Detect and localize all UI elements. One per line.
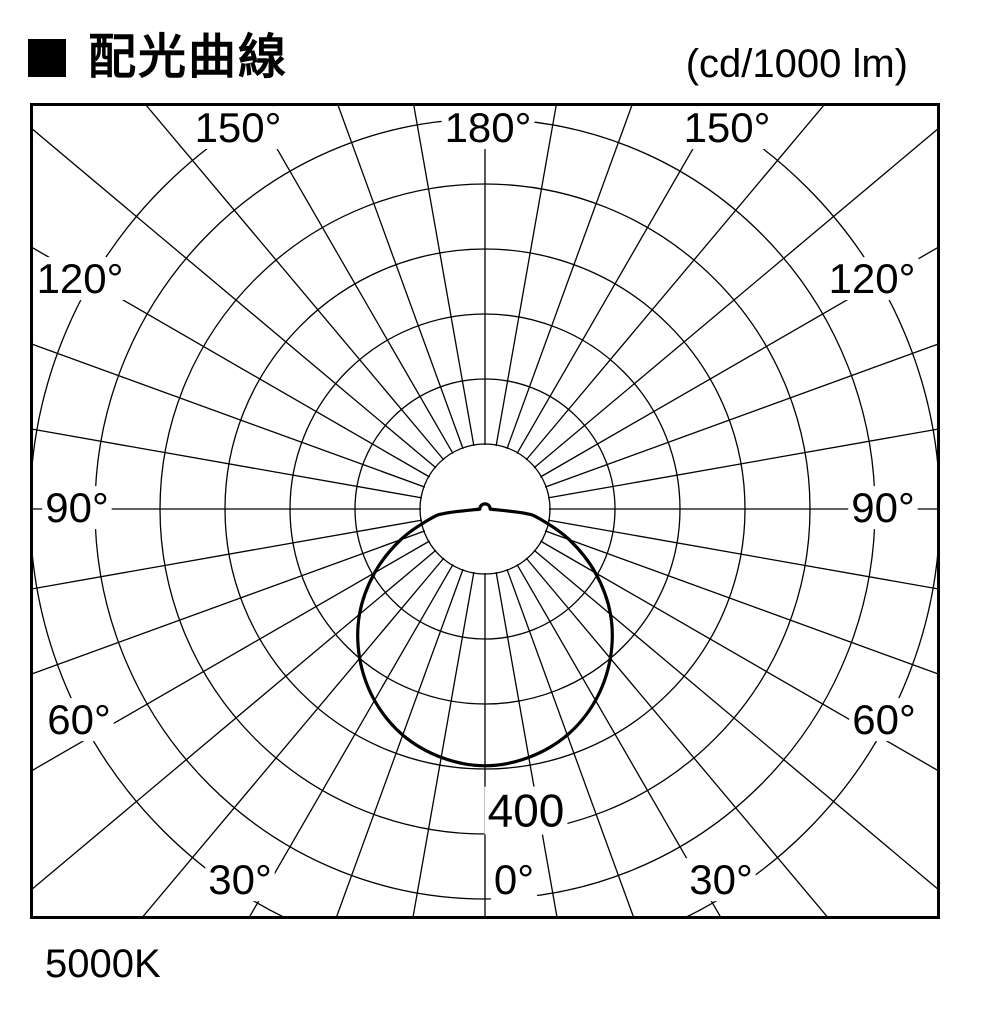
chart-labels: 180° 150° 150° 120° 120° 90° 90° 60° 60° 30° 30° 0°… [33,104,919,903]
grid-spoke-110 [544,343,939,488]
angle-label-30R-mask [686,858,756,902]
angle-label-90R-mask [848,486,918,530]
angle-label-150L: 150° [195,104,282,151]
color-temperature-label: 5000K [45,942,161,986]
angle-label-120R-mask [825,257,919,301]
grid-spoke-250 [31,343,426,488]
grid-spoke-210 [250,104,454,454]
angle-label-180: 180° [445,104,532,151]
polar-grid [31,104,939,918]
grid-spoke-70 [544,530,939,675]
grid-spoke-300 [31,540,430,772]
grid-spoke-40 [525,557,829,918]
grid-spoke-310 [31,549,437,891]
grid-spoke-220 [144,104,445,461]
angle-label-150R-mask [680,106,774,150]
grid-spoke-80 [547,519,939,590]
grid-spoke-280 [31,519,423,590]
angle-label-120L: 120° [37,255,124,302]
grid-spoke-330 [248,564,454,918]
angle-label-60R-mask [849,698,919,742]
angle-label-120L-mask [33,257,127,301]
grid-spoke-10 [495,571,558,918]
ring-value-label: 400 [488,785,565,837]
chart-header: 配光曲線 [28,34,288,82]
grid-spoke-290 [31,530,426,675]
angle-label-150R: 150° [684,104,771,151]
square-bullet-icon [28,39,66,77]
units-label: (cd/1000 lm) [685,42,908,86]
angle-label-90L: 90° [45,484,109,531]
grid-spoke-20 [506,568,635,918]
angle-label-30R: 30° [689,856,753,903]
angle-label-90L-mask [42,486,112,530]
grid-spoke-200 [337,104,464,450]
grid-spoke-50 [533,549,939,891]
angle-label-60R: 60° [852,696,916,743]
grid-spoke-150 [516,104,720,454]
intensity-curve [356,502,614,768]
grid-spoke-30 [516,564,722,918]
angle-label-60L: 60° [47,696,111,743]
angle-label-0: 0° [494,856,534,903]
angle-label-120R: 120° [829,255,916,302]
grid-ring-100 [419,443,551,575]
grid-spoke-170 [495,104,558,447]
angle-label-0-mask [490,858,538,902]
grid-spoke-130 [533,127,939,469]
angle-label-30L: 30° [208,856,272,903]
angle-label-90R: 90° [851,484,915,531]
grid-spoke-100 [547,428,939,499]
angle-label-60L-mask [44,698,114,742]
grid-spoke-140 [525,104,826,461]
grid-spoke-190 [412,104,475,447]
angle-label-30L-mask [205,858,275,902]
polar-distribution-chart: 180° 150° 150° 120° 120° 90° 90° 60° 60° 30° 30° 0°… [30,103,940,919]
grid-spoke-350 [412,571,475,918]
grid-spoke-120 [540,246,939,478]
grid-spoke-260 [31,428,423,499]
grid-spoke-230 [31,127,437,469]
grid-spoke-160 [506,104,633,450]
grid-spoke-240 [31,246,430,478]
page-title: 配光曲線 [88,31,289,84]
grid-spoke-60 [540,540,939,772]
angle-label-180-mask [441,106,535,150]
ring-value-label-mask [484,786,568,835]
grid-spoke-340 [335,568,464,918]
chart-frame [30,103,940,919]
angle-label-150L-mask [191,106,285,150]
grid-spoke-320 [141,557,445,918]
distribution-chart-svg: 180° 150° 150° 120° 120° 90° 90° 60° 60° 30° 30° 0°… [30,103,940,919]
